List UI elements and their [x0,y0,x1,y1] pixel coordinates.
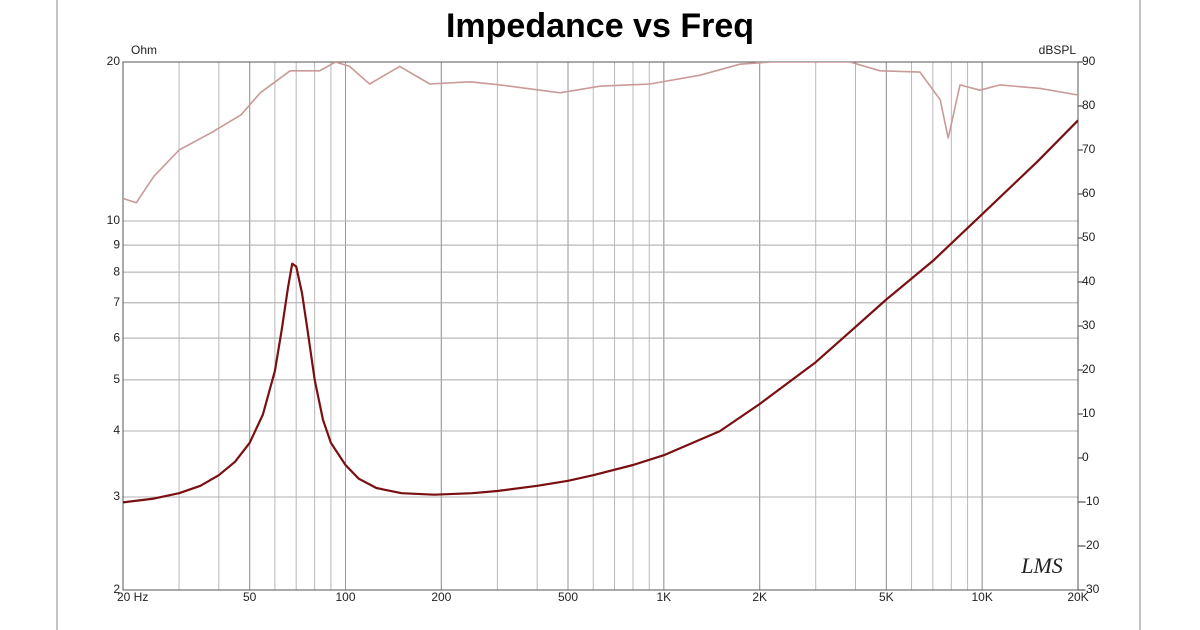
x-tick-label: 20K [1067,590,1088,604]
x-tick-label: 200 [431,590,451,604]
line-series [123,119,1078,504]
x-tick-label: 500 [558,590,578,604]
line-series [123,62,1078,204]
y-tick-label: 3 [113,489,120,503]
y-tick-label: 7 [113,295,120,309]
y2-tick-label: 0 [1082,450,1089,464]
x-tick-label: 10K [971,590,992,604]
y-tick-label: 20 [107,54,121,68]
y-tick-label: 9 [113,237,120,251]
y2-axis-label: dBSPL [1039,43,1077,57]
y2-tick-label: 50 [1082,230,1096,244]
y-tick-label: 4 [113,423,120,437]
x-tick-label: 50 [243,590,257,604]
y2-tick-label: 20 [1082,362,1096,376]
y-tick-label: 5 [113,372,120,386]
y2-tick-label: 60 [1082,186,1096,200]
y-axis-label: Ohm [131,43,157,57]
y-tick-label: 10 [107,213,121,227]
y2-tick-label: 30 [1082,318,1096,332]
x-tick-label: 1K [656,590,671,604]
y2-tick-label: -20 [1082,538,1100,552]
watermark: LMS [1020,553,1063,578]
plot-area [123,62,1078,504]
y2-tick-label: 80 [1082,98,1096,112]
y-tick-label: 8 [113,264,120,278]
y2-tick-label: -30 [1082,582,1100,596]
y2-tick-label: 90 [1082,54,1096,68]
y2-tick-label: 70 [1082,142,1096,156]
y2-tick-label: -10 [1082,494,1100,508]
x-tick-label: 2K [752,590,767,604]
x-tick-label: 100 [335,590,355,604]
chart-title: Impedance vs Freq [446,7,754,45]
x-tick-label: 20 Hz [117,590,148,604]
plot-frame [122,61,1079,591]
y2-tick-label: 40 [1082,274,1096,288]
y-tick-label: 2 [113,582,120,596]
y-tick-label: 6 [113,330,120,344]
x-tick-label: 5K [879,590,894,604]
y2-tick-label: 10 [1082,406,1096,420]
